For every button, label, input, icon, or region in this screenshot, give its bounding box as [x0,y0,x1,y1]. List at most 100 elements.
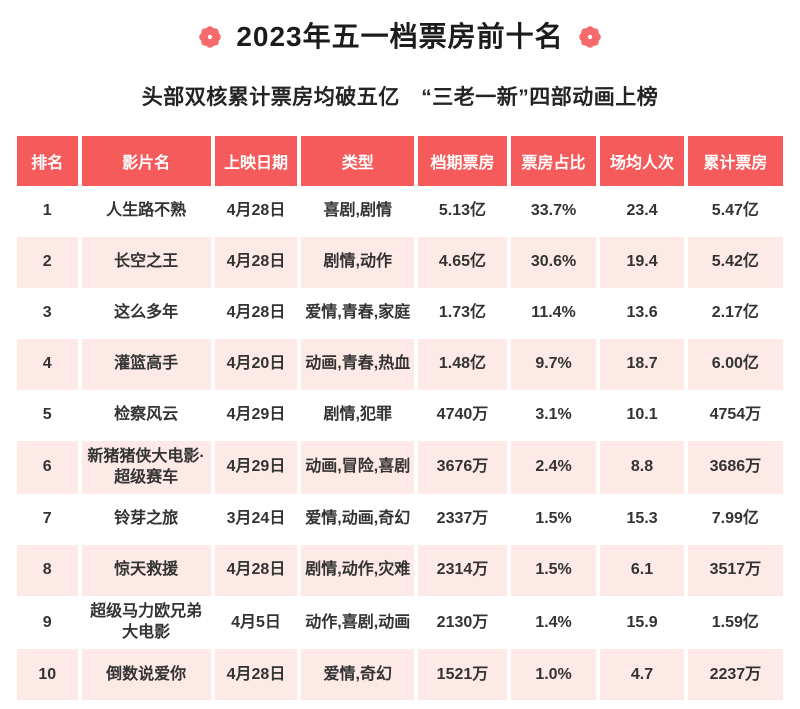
page-title: 2023年五一档票房前十名 [236,21,564,52]
cell-rank: 4 [17,338,78,390]
title-row: 2023年五一档票房前十名 [13,20,787,54]
cell-film-name: 倒数说爱你 [81,648,211,700]
cell-genre: 喜剧,剧情 [301,185,415,237]
cell-avg-attendance: 23.4 [600,185,684,237]
cell-rank: 1 [17,185,78,237]
cell-total-gross: 2.17亿 [687,287,783,339]
cell-release-date: 4月28日 [214,648,298,700]
cell-period-gross: 1.48亿 [418,338,507,390]
cell-genre: 动作,喜剧,动画 [301,595,415,649]
cell-period-gross: 2337万 [418,493,507,545]
cell-rank: 6 [17,440,78,494]
cell-genre: 爱情,青春,家庭 [301,287,415,339]
cell-film-name: 长空之王 [81,236,211,288]
page-subtitle: 头部双核累计票房均破五亿 “三老一新”四部动画上榜 [141,85,659,109]
table-row: 10 倒数说爱你 4月28日 爱情,奇幻 1521万 1.0% 4.7 2237万 [17,648,783,700]
cell-release-date: 4月5日 [214,595,298,649]
table-row: 7 铃芽之旅 3月24日 爱情,动画,奇幻 2337万 1.5% 15.3 7.99亿 [17,493,783,545]
table-row: 1 人生路不熟 4月28日 喜剧,剧情 5.13亿 33.7% 23.4 5.47亿 [17,185,783,237]
table-row: 8 惊天救援 4月28日 剧情,动作,灾难 2314万 1.5% 6.1 3517万 [17,544,783,596]
cell-period-gross: 5.13亿 [418,185,507,237]
cell-film-name: 超级马力欧兄弟大电影 [81,595,211,649]
cell-period-gross: 3676万 [418,440,507,494]
cell-period-gross: 2314万 [418,544,507,596]
cell-film-name: 惊天救援 [81,544,211,596]
cell-total-gross: 5.47亿 [687,185,783,237]
cell-rank: 10 [17,648,78,700]
cell-period-gross: 1.73亿 [418,287,507,339]
cell-gross-share: 1.0% [510,648,597,700]
flower-icon [198,25,222,49]
cell-total-gross: 7.99亿 [687,493,783,545]
cell-release-date: 4月29日 [214,440,298,494]
cell-period-gross: 4.65亿 [418,236,507,288]
header-row: 排名 影片名 上映日期 类型 档期票房 票房占比 场均人次 累计票房 [17,135,783,186]
cell-release-date: 4月28日 [214,185,298,237]
cell-period-gross: 4740万 [418,389,507,441]
table-body: 1 人生路不熟 4月28日 喜剧,剧情 5.13亿 33.7% 23.4 5.47亿 2 长空之王… [17,185,783,700]
cell-film-name: 铃芽之旅 [81,493,211,545]
table-row: 6 新猪猪侠大电影·超级赛车 4月29日 动画,冒险,喜剧 3676万 2.4% 8.8 36… [17,440,783,494]
cell-avg-attendance: 10.1 [600,389,684,441]
cell-rank: 3 [17,287,78,339]
cell-period-gross: 2130万 [418,595,507,649]
cell-avg-attendance: 15.3 [600,493,684,545]
column-header-total-gross: 累计票房 [687,135,783,186]
column-header-period-gross: 档期票房 [418,135,507,186]
cell-avg-attendance: 13.6 [600,287,684,339]
cell-gross-share: 11.4% [510,287,597,339]
cell-avg-attendance: 15.9 [600,595,684,649]
cell-rank: 8 [17,544,78,596]
cell-film-name: 这么多年 [81,287,211,339]
cell-film-name: 检察风云 [81,389,211,441]
cell-gross-share: 2.4% [510,440,597,494]
table-row: 5 检察风云 4月29日 剧情,犯罪 4740万 3.1% 10.1 4754万 [17,389,783,441]
cell-release-date: 3月24日 [214,493,298,545]
column-header-gross-share: 票房占比 [510,135,597,186]
cell-genre: 动画,冒险,喜剧 [301,440,415,494]
cell-total-gross: 4754万 [687,389,783,441]
cell-total-gross: 2237万 [687,648,783,700]
cell-film-name: 人生路不熟 [81,185,211,237]
cell-gross-share: 1.5% [510,544,597,596]
cell-gross-share: 33.7% [510,185,597,237]
cell-gross-share: 30.6% [510,236,597,288]
table-row: 4 灌篮高手 4月20日 动画,青春,热血 1.48亿 9.7% 18.7 6.00亿 [17,338,783,390]
table-header: 排名 影片名 上映日期 类型 档期票房 票房占比 场均人次 累计票房 [17,135,783,186]
cell-rank: 7 [17,493,78,545]
column-header-rank: 排名 [17,135,78,186]
column-header-genre: 类型 [301,135,415,186]
cell-total-gross: 1.59亿 [687,595,783,649]
cell-release-date: 4月28日 [214,544,298,596]
cell-film-name: 灌篮高手 [81,338,211,390]
cell-avg-attendance: 18.7 [600,338,684,390]
cell-avg-attendance: 19.4 [600,236,684,288]
cell-gross-share: 1.4% [510,595,597,649]
cell-film-name: 新猪猪侠大电影·超级赛车 [81,440,211,494]
cell-gross-share: 9.7% [510,338,597,390]
cell-avg-attendance: 8.8 [600,440,684,494]
cell-total-gross: 5.42亿 [687,236,783,288]
table-row: 2 长空之王 4月28日 剧情,动作 4.65亿 30.6% 19.4 5.42亿 [17,236,783,288]
cell-release-date: 4月28日 [214,287,298,339]
cell-rank: 9 [17,595,78,649]
cell-period-gross: 1521万 [418,648,507,700]
cell-release-date: 4月20日 [214,338,298,390]
flower-icon [578,25,602,49]
cell-genre: 剧情,动作,灾难 [301,544,415,596]
cell-release-date: 4月28日 [214,236,298,288]
box-office-table: 排名 影片名 上映日期 类型 档期票房 票房占比 场均人次 累计票房 1 人生路不熟 4月28日喜… [13,135,787,700]
table-row: 3 这么多年 4月28日 爱情,青春,家庭 1.73亿 11.4% 13.6 2.17亿 [17,287,783,339]
column-header-release-date: 上映日期 [214,135,298,186]
cell-rank: 5 [17,389,78,441]
cell-genre: 爱情,奇幻 [301,648,415,700]
cell-rank: 2 [17,236,78,288]
cell-total-gross: 3686万 [687,440,783,494]
cell-avg-attendance: 6.1 [600,544,684,596]
column-header-film-name: 影片名 [81,135,211,186]
cell-release-date: 4月29日 [214,389,298,441]
table-row: 9 超级马力欧兄弟大电影 4月5日 动作,喜剧,动画 2130万 1.4% 15.9 1.59… [17,595,783,649]
cell-genre: 动画,青春,热血 [301,338,415,390]
cell-gross-share: 1.5% [510,493,597,545]
